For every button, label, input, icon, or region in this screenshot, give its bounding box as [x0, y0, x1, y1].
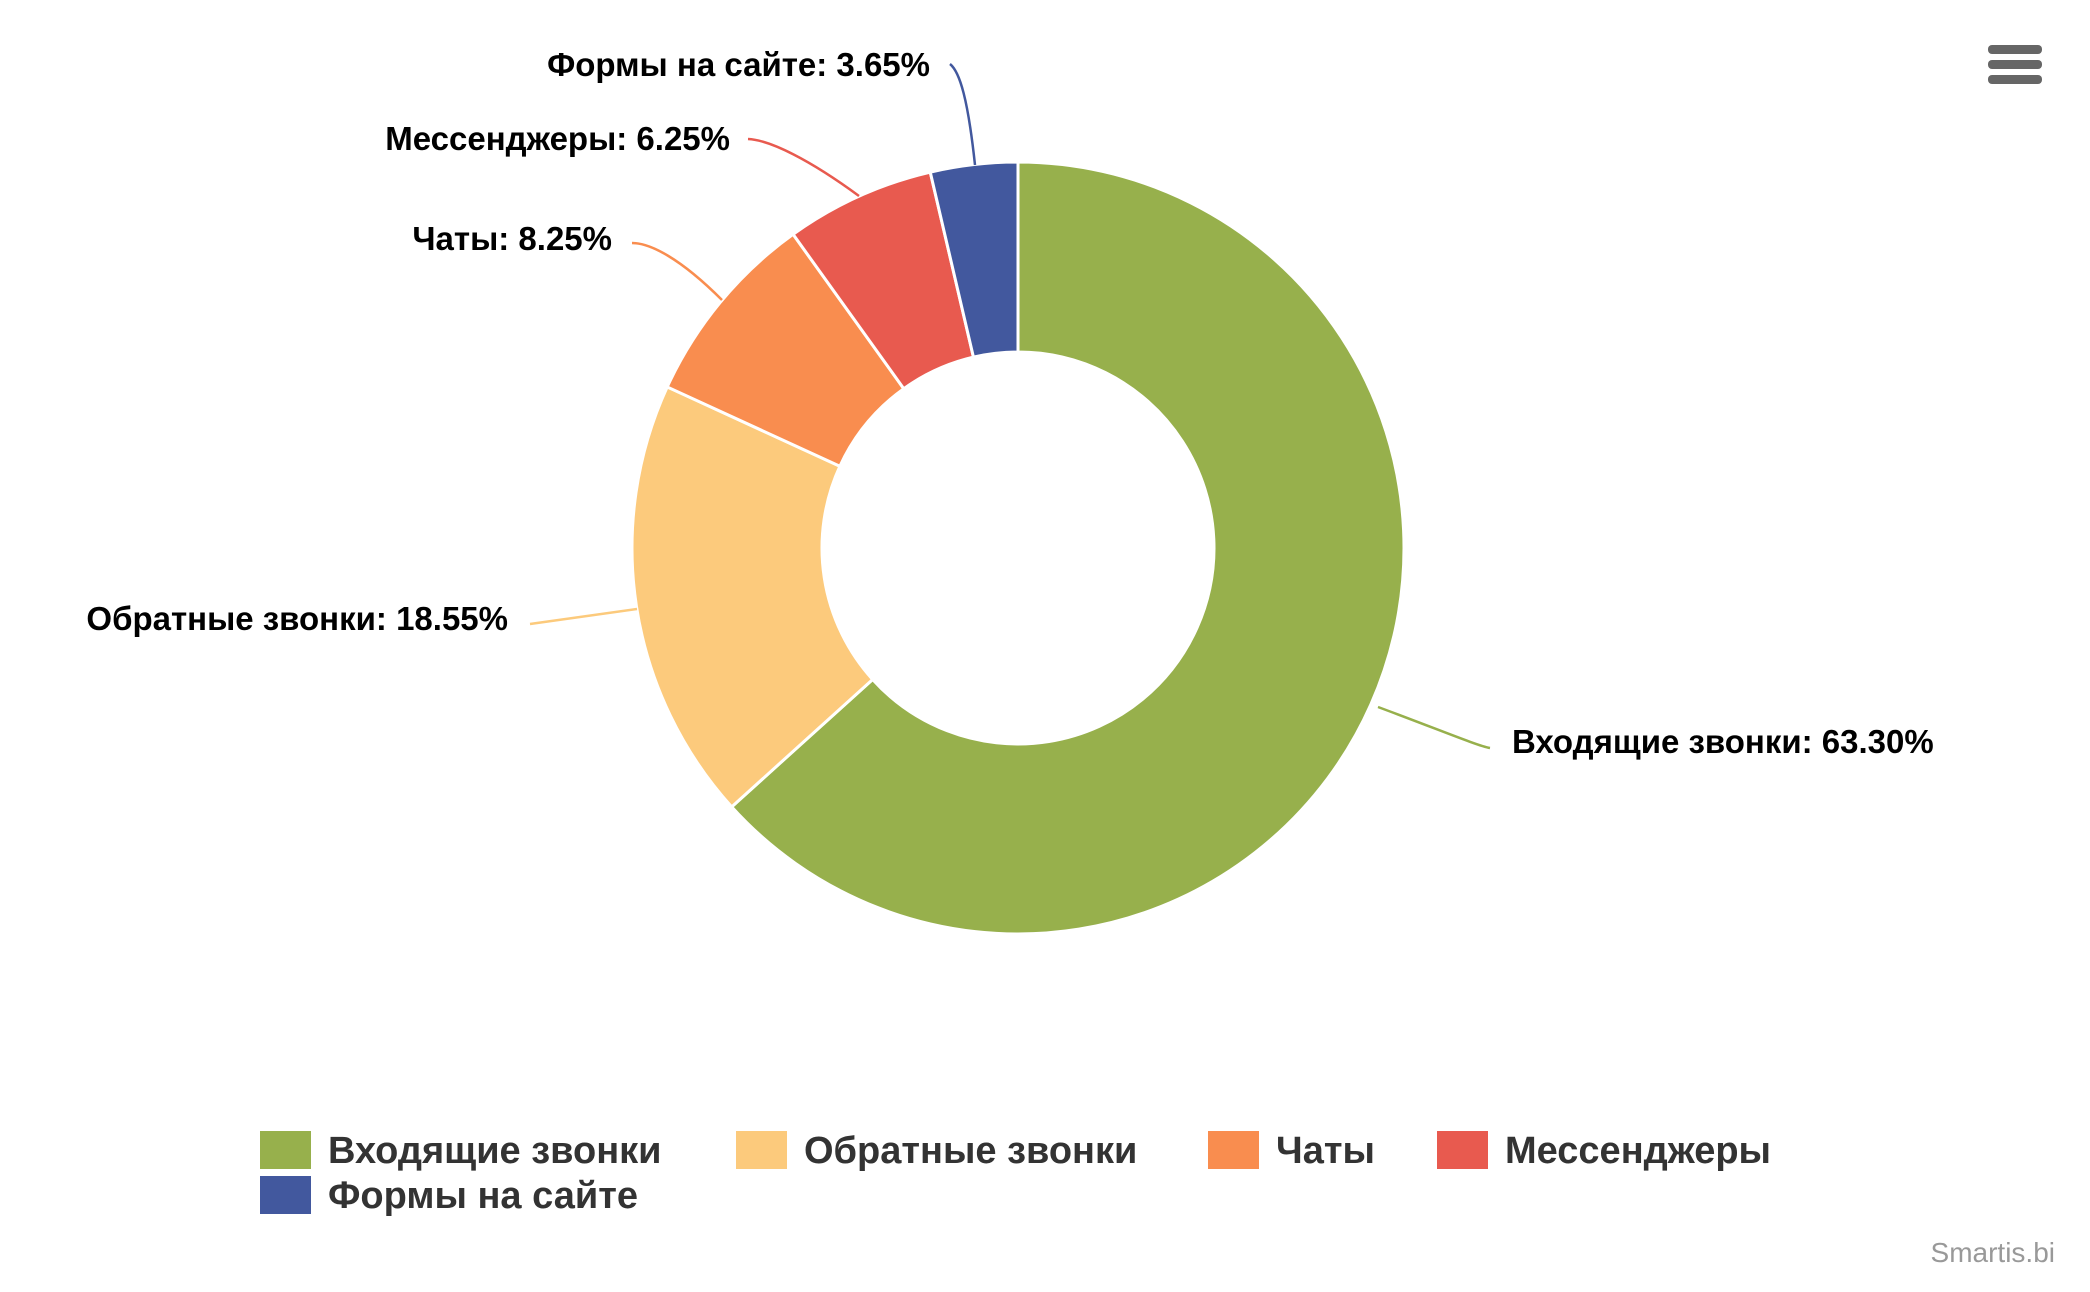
connector-1 — [1377, 705, 1491, 750]
connector-3 — [631, 241, 723, 301]
slice-1[interactable] — [730, 160, 1406, 936]
data-label-2: Обратные звонки: 18.55% — [86, 600, 508, 637]
legend-item-2[interactable]: Обратные звонки — [736, 1130, 1137, 1172]
data-label-4: Мессенджеры: 6.25% — [385, 120, 730, 157]
hamburger-menu-icon[interactable] — [1972, 36, 2048, 100]
connector-4 — [747, 137, 860, 198]
legend-swatch-5 — [260, 1176, 311, 1214]
legend-swatch-4 — [1437, 1131, 1488, 1169]
slices-group — [630, 160, 1406, 936]
legend-item-5[interactable]: Формы на сайте — [260, 1175, 638, 1217]
legend-label-2: Обратные звонки — [804, 1130, 1137, 1172]
slice-2[interactable] — [630, 385, 875, 809]
data-labels-group: Входящие звонки: 63.30% Обратные звонки: … — [86, 46, 1933, 760]
legend-item-4[interactable]: Мессенджеры — [1437, 1130, 1771, 1172]
legend-label-5: Формы на сайте — [328, 1175, 638, 1217]
credits-text[interactable]: Smartis.bi — [1931, 1237, 2055, 1268]
data-label-3: Чаты: 8.25% — [412, 220, 612, 257]
legend-item-1[interactable]: Входящие звонки — [260, 1130, 662, 1172]
legend-item-3[interactable]: Чаты — [1208, 1130, 1375, 1172]
data-label-1: Входящие звонки: 63.30% — [1512, 723, 1934, 760]
legend-swatch-1 — [260, 1131, 311, 1169]
slice-5[interactable] — [928, 160, 1020, 359]
legend-swatch-2 — [736, 1131, 787, 1169]
legend-label-1: Входящие звонки — [328, 1130, 662, 1172]
data-label-5: Формы на сайте: 3.65% — [547, 46, 930, 83]
connectors-group — [529, 63, 1491, 750]
legend: Входящие звонки Обратные звонки Чаты Мессен… — [260, 1130, 1771, 1217]
connector-5 — [949, 63, 977, 166]
legend-swatch-3 — [1208, 1131, 1259, 1169]
legend-label-3: Чаты — [1276, 1130, 1375, 1172]
connector-2 — [529, 607, 638, 626]
legend-label-4: Мессенджеры — [1505, 1130, 1771, 1172]
